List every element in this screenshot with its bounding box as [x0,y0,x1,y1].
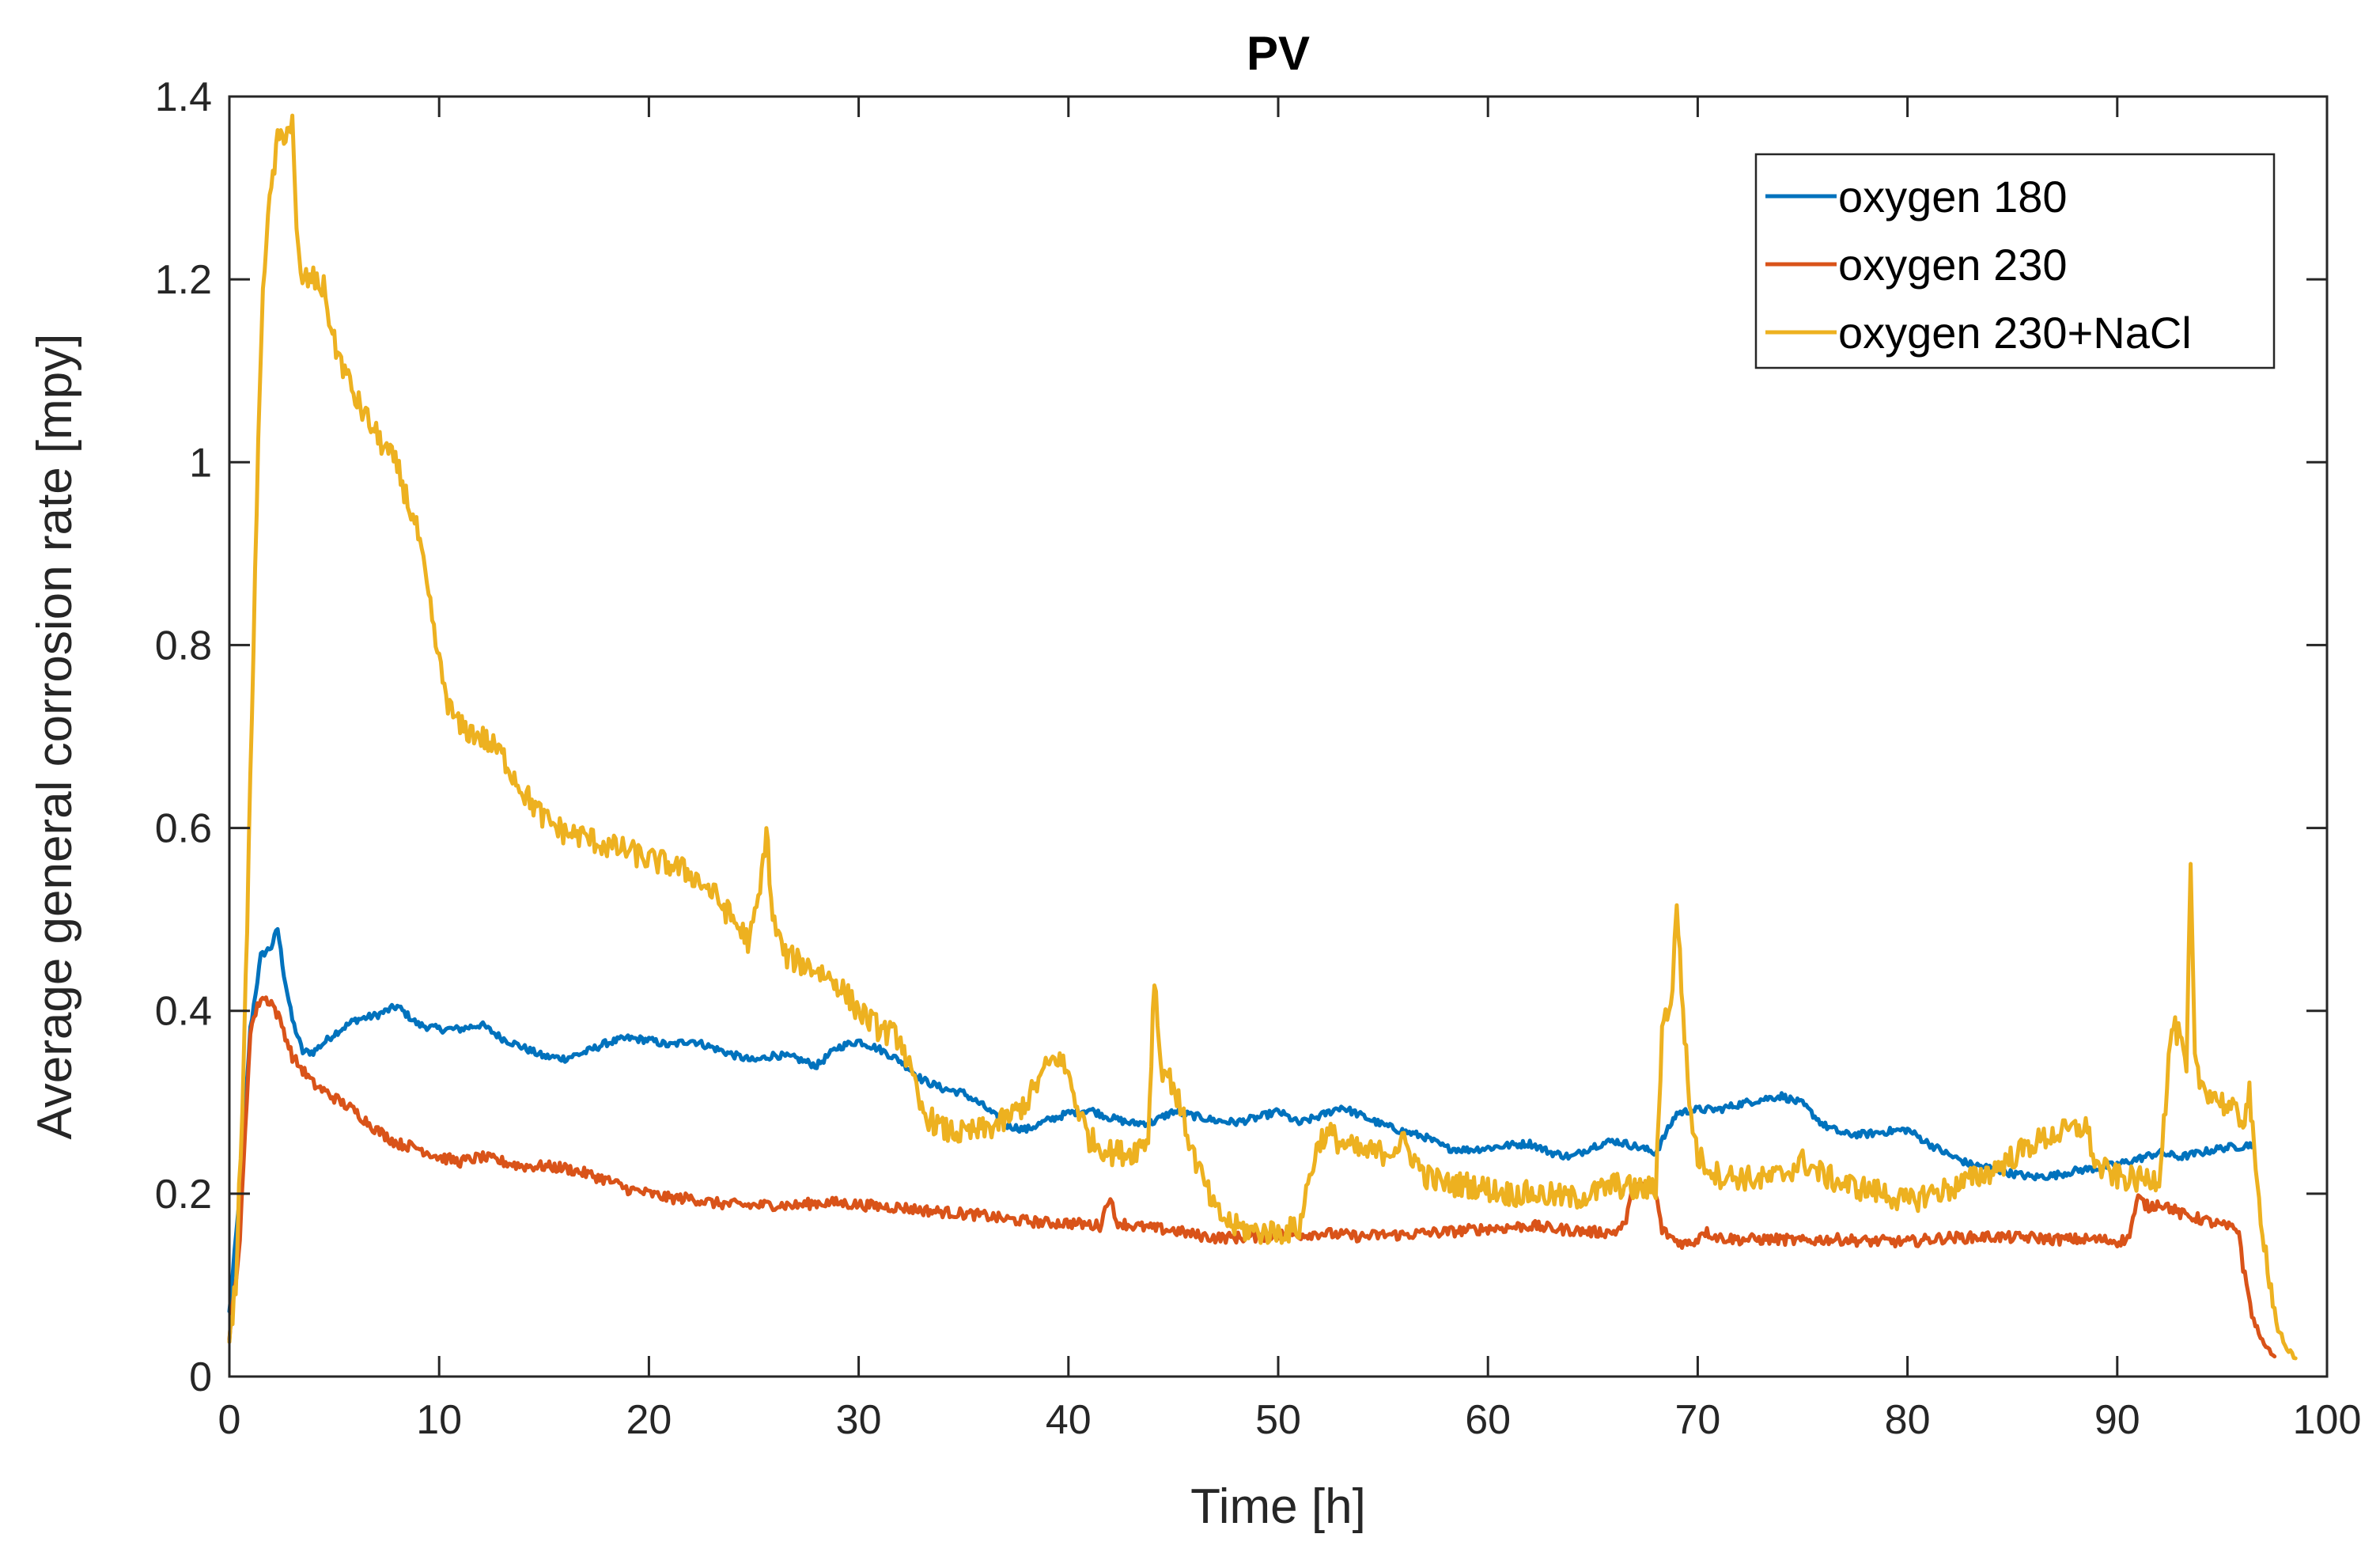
legend-items: oxygen 180 oxygen 230 oxygen 230+NaCl [1765,172,2192,358]
legend-label-2: oxygen 230 [1838,240,2068,290]
legend-label-3: oxygen 230+NaCl [1838,308,2192,358]
x-tick-label: 20 [626,1397,672,1443]
x-tick-label: 10 [416,1397,462,1443]
chart-title: PV [1247,27,1310,80]
y-tick-label: 0 [189,1354,212,1400]
x-tick-label: 80 [1885,1397,1931,1443]
legend: oxygen 180 oxygen 230 oxygen 230+NaCl [1754,153,2276,369]
series-line-2 [227,995,2277,1359]
series-line-1 [227,926,2256,1314]
x-axis-label: Time [h] [1190,1479,1366,1534]
x-tick-label: 40 [1046,1397,1092,1443]
x-tick-label: 50 [1255,1397,1301,1443]
x-tick-label: 90 [2094,1397,2140,1443]
y-tick-label: 0.8 [155,623,212,668]
x-tick-label: 60 [1465,1397,1511,1443]
y-tick-label: 0.4 [155,989,212,1035]
plot-lines [227,113,2298,1361]
x-tick-label: 100 [2293,1397,2362,1443]
legend-box [1754,153,2276,369]
y-axis-ticks: 0 0.2 0.4 0.6 0.8 1 1.2 1.4 [155,74,2327,1400]
series-line-3 [227,113,2298,1361]
y-tick-label: 0.6 [155,806,212,852]
x-tick-label: 70 [1674,1397,1720,1443]
y-tick-label: 1 [189,440,212,486]
x-tick-label: 30 [836,1397,882,1443]
y-axis-label: Average general corrosion rate [mpy] [28,334,82,1140]
y-tick-label: 0.2 [155,1172,212,1218]
legend-label-1: oxygen 180 [1838,172,2068,222]
x-tick-label: 0 [218,1397,241,1443]
y-tick-label: 1.4 [155,74,212,120]
y-tick-label: 1.2 [155,257,212,303]
x-axis-ticks: 0 10 20 30 40 50 60 70 80 90 100 [218,97,2362,1443]
